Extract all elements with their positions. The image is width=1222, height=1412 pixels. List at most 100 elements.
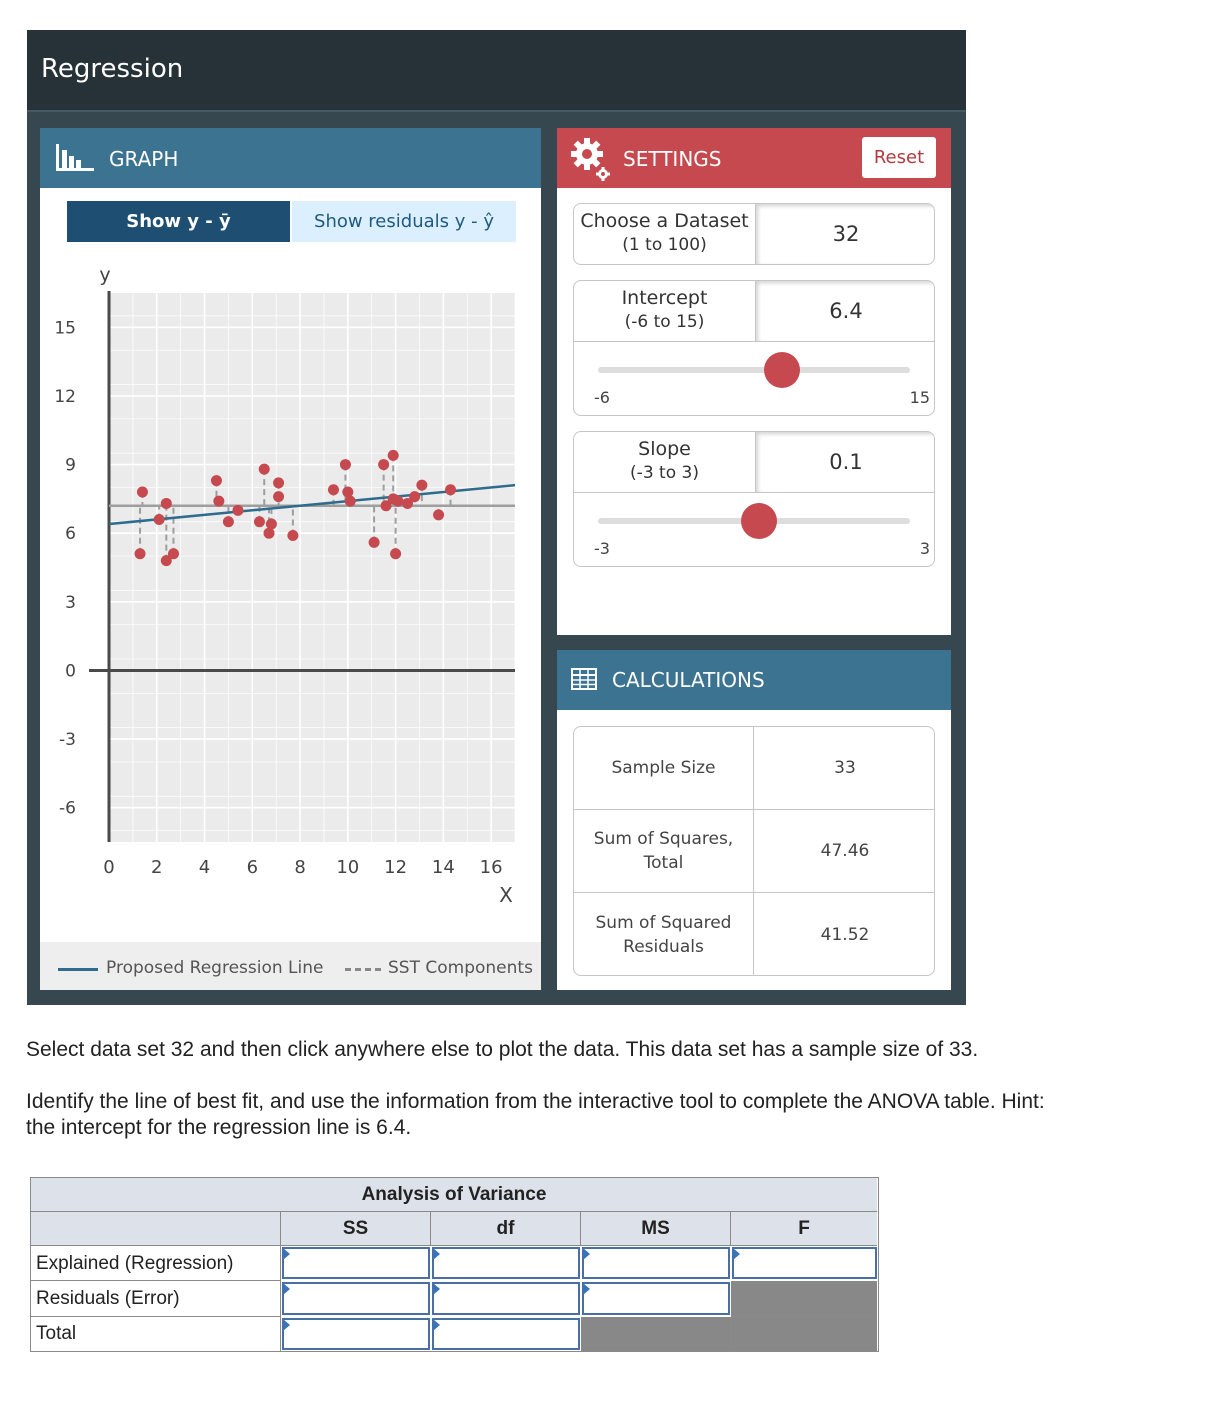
intercept-slider-track[interactable] [598, 367, 910, 373]
slope-input[interactable]: 0.1 [756, 432, 934, 492]
data-point [153, 513, 165, 525]
settings-panel: SETTINGS Reset Choose a Dataset (1 to 10… [557, 128, 951, 635]
calc-row-sst: Sum of Squares, Total 47.46 [574, 810, 934, 893]
input-residuals-ms[interactable] [582, 1282, 730, 1315]
anova-header-blank [31, 1212, 281, 1246]
sst-swatch [345, 968, 381, 971]
anova-row-label-explained: Explained (Regression) [31, 1246, 281, 1281]
y-tick-label: 3 [65, 593, 76, 613]
x-tick-label: 6 [247, 857, 258, 878]
data-point [263, 527, 275, 539]
input-explained-f[interactable] [732, 1247, 877, 1279]
app-header: Regression [27, 30, 966, 112]
input-explained-df[interactable] [432, 1247, 580, 1279]
instruction-line-2: Identify the line of best fit, and use t… [26, 1090, 1045, 1113]
slope-slider-thumb[interactable] [741, 503, 778, 539]
regression-line-swatch [58, 968, 98, 971]
graph-legend: Proposed Regression Line SST Components [40, 942, 541, 990]
input-residuals-df[interactable] [432, 1282, 580, 1315]
data-point [222, 516, 234, 528]
calc-row-sample-size: Sample Size 33 [574, 727, 934, 810]
data-point [136, 486, 148, 498]
input-total-ss[interactable] [282, 1318, 430, 1350]
legend-sst-label: SST Components [388, 958, 533, 978]
intercept-slider-thumb[interactable] [764, 352, 801, 388]
y-tick-label: -3 [59, 730, 76, 750]
app-title: Regression [41, 54, 184, 84]
x-tick-label: 0 [103, 857, 114, 878]
anova-header-ss: SS [281, 1212, 431, 1246]
calc-label: Sum of Squared Residuals [574, 893, 754, 975]
intercept-min: -6 [594, 388, 610, 407]
x-axis-label: X [499, 883, 513, 907]
scatter-plot[interactable]: 15 12 9 6 3 0 -3 -6 0 2 4 6 8 10 12 14 16 y X [40, 252, 541, 942]
data-point [232, 504, 244, 516]
instruction-line-3: the intercept for the regression line is… [26, 1116, 412, 1139]
intercept-input[interactable]: 6.4 [756, 281, 934, 341]
input-explained-ms[interactable] [582, 1247, 730, 1279]
dataset-label: Choose a Dataset [580, 210, 749, 232]
calc-label: Sample Size [574, 727, 754, 809]
show-ybar-button[interactable]: Show y - ȳ [67, 201, 290, 242]
dataset-input[interactable]: 32 [756, 204, 934, 264]
legend-regression-label: Proposed Regression Line [106, 958, 324, 978]
slope-control: Slope (-3 to 3) 0.1 -3 3 [573, 431, 935, 567]
calculations-title: CALCULATIONS [612, 668, 765, 692]
data-point [402, 497, 414, 509]
slope-slider[interactable]: -3 3 [574, 492, 934, 566]
anova-table: Analysis of Variance SS df MS F Explaine… [30, 1177, 879, 1352]
data-point [265, 518, 277, 530]
gray-cell [731, 1317, 877, 1351]
data-point [327, 484, 339, 496]
x-tick-label: 16 [480, 857, 503, 878]
intercept-slider[interactable]: -6 15 [574, 341, 934, 415]
y-tick-label: 15 [54, 318, 76, 338]
dataset-control: Choose a Dataset (1 to 100) 32 [573, 203, 935, 265]
data-point [273, 491, 285, 503]
calc-value: 33 [834, 758, 856, 778]
reset-button[interactable]: Reset [862, 137, 936, 178]
data-point [273, 477, 285, 489]
calc-row-sse: Sum of Squared Residuals 41.52 [574, 893, 934, 975]
calc-value: 41.52 [820, 924, 870, 945]
data-point [433, 509, 445, 521]
data-point [213, 495, 225, 507]
data-point [409, 491, 421, 503]
data-point [258, 463, 270, 475]
y-tick-label: 9 [65, 456, 76, 476]
show-residuals-button[interactable]: Show residuals y - ŷ [292, 201, 516, 242]
intercept-label: Intercept [621, 287, 708, 309]
anova-row-label-residuals: Residuals (Error) [31, 1281, 281, 1317]
instruction-line-1: Select data set 32 and then click anywhe… [26, 1038, 979, 1061]
intercept-label-cell: Intercept (-6 to 15) [574, 281, 756, 341]
x-tick-label: 4 [199, 857, 210, 878]
graph-title: GRAPH [109, 147, 179, 171]
input-total-df[interactable] [432, 1318, 580, 1350]
calculations-panel: CALCULATIONS Sample Size 33 Sum of Squar… [557, 650, 951, 990]
intercept-range: (-6 to 15) [624, 312, 705, 332]
input-explained-ss[interactable] [282, 1247, 430, 1279]
x-tick-label: 2 [151, 857, 162, 878]
slope-min: -3 [594, 539, 610, 558]
gear-icon [571, 138, 610, 181]
regression-app: Regression GRAPH Show y - ȳ Show residua… [27, 30, 966, 1005]
x-tick-label: 8 [294, 857, 305, 878]
slope-range: (-3 to 3) [630, 463, 699, 483]
data-point [160, 555, 172, 567]
intercept-control: Intercept (-6 to 15) 6.4 -6 15 [573, 280, 935, 416]
anova-title: Analysis of Variance [31, 1178, 877, 1212]
anova-header-f: F [731, 1212, 877, 1246]
data-point [134, 548, 146, 560]
calc-label: Sum of Squares, Total [574, 810, 754, 892]
y-tick-label: 6 [65, 524, 76, 544]
slope-label-cell: Slope (-3 to 3) [574, 432, 756, 492]
input-residuals-ss[interactable] [282, 1282, 430, 1315]
bar-chart-icon [56, 144, 94, 171]
x-tick-label: 12 [384, 857, 407, 878]
x-tick-label: 10 [336, 857, 359, 878]
graph-header: GRAPH [40, 128, 541, 188]
dataset-label-cell: Choose a Dataset (1 to 100) [574, 204, 756, 264]
gray-cell [731, 1281, 877, 1317]
data-point [253, 516, 265, 528]
y-tick-label: 12 [54, 387, 76, 407]
